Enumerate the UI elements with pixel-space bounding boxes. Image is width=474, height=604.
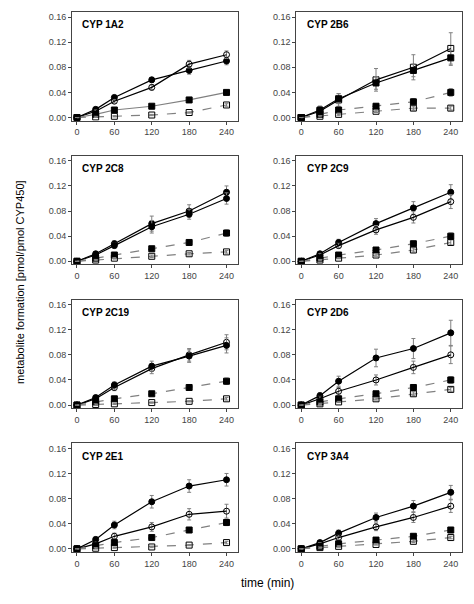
svg-text:60: 60 [334, 127, 344, 137]
svg-text:0.00: 0.00 [49, 256, 67, 266]
svg-text:0.04: 0.04 [273, 231, 291, 241]
svg-text:240: 240 [219, 127, 234, 137]
svg-text:0.16: 0.16 [273, 156, 291, 166]
svg-text:120: 120 [144, 559, 159, 569]
svg-text:0.00: 0.00 [49, 113, 67, 123]
svg-text:0: 0 [299, 127, 304, 137]
svg-text:180: 180 [406, 127, 421, 137]
svg-text:CYP 2C9: CYP 2C9 [307, 163, 349, 174]
svg-text:0: 0 [74, 559, 79, 569]
svg-text:0: 0 [74, 415, 79, 425]
svg-text:60: 60 [109, 559, 119, 569]
svg-text:240: 240 [443, 271, 458, 281]
svg-text:0.16: 0.16 [49, 156, 67, 166]
svg-text:120: 120 [368, 559, 383, 569]
svg-text:180: 180 [182, 559, 197, 569]
svg-text:120: 120 [368, 415, 383, 425]
svg-text:0.00: 0.00 [49, 400, 67, 410]
svg-text:0.04: 0.04 [49, 88, 67, 98]
svg-text:0: 0 [299, 271, 304, 281]
svg-text:CYP 3A4: CYP 3A4 [307, 451, 349, 462]
svg-text:60: 60 [334, 559, 344, 569]
svg-text:0.12: 0.12 [273, 469, 291, 479]
svg-text:180: 180 [182, 415, 197, 425]
svg-text:240: 240 [443, 559, 458, 569]
svg-text:120: 120 [144, 127, 159, 137]
svg-text:0.16: 0.16 [49, 12, 67, 22]
svg-text:180: 180 [182, 271, 197, 281]
svg-text:0.12: 0.12 [49, 37, 67, 47]
svg-text:0.12: 0.12 [49, 181, 67, 191]
svg-text:0.16: 0.16 [49, 300, 67, 310]
svg-text:0.16: 0.16 [273, 12, 291, 22]
svg-text:0.00: 0.00 [273, 256, 291, 266]
svg-text:0.12: 0.12 [273, 37, 291, 47]
svg-text:0: 0 [299, 415, 304, 425]
svg-text:60: 60 [109, 271, 119, 281]
svg-text:240: 240 [219, 559, 234, 569]
svg-text:180: 180 [182, 127, 197, 137]
svg-text:240: 240 [443, 127, 458, 137]
svg-text:240: 240 [219, 415, 234, 425]
svg-text:0: 0 [74, 127, 79, 137]
svg-text:0.00: 0.00 [49, 544, 67, 554]
svg-text:60: 60 [109, 127, 119, 137]
svg-text:0.08: 0.08 [273, 350, 291, 360]
svg-text:0.08: 0.08 [49, 206, 67, 216]
svg-text:0.08: 0.08 [49, 494, 67, 504]
svg-text:0.00: 0.00 [273, 113, 291, 123]
svg-text:180: 180 [406, 559, 421, 569]
svg-text:0.08: 0.08 [273, 206, 291, 216]
svg-text:0.08: 0.08 [273, 62, 291, 72]
svg-text:CYP 2C8: CYP 2C8 [82, 163, 124, 174]
svg-text:120: 120 [368, 127, 383, 137]
svg-text:0.12: 0.12 [273, 181, 291, 191]
svg-text:time (min): time (min) [241, 576, 294, 590]
svg-text:0.04: 0.04 [273, 519, 291, 529]
svg-text:0.08: 0.08 [49, 62, 67, 72]
svg-text:120: 120 [144, 271, 159, 281]
svg-text:120: 120 [144, 415, 159, 425]
svg-text:0.16: 0.16 [49, 444, 67, 454]
svg-text:metabolite formation [pmol/pmo: metabolite formation [pmol/pmol CYP450] [14, 180, 26, 384]
svg-text:0: 0 [74, 271, 79, 281]
svg-text:CYP 1A2: CYP 1A2 [82, 19, 124, 30]
svg-text:120: 120 [368, 271, 383, 281]
svg-text:60: 60 [109, 415, 119, 425]
svg-text:CYP 2B6: CYP 2B6 [307, 19, 349, 30]
svg-text:0.16: 0.16 [273, 300, 291, 310]
svg-text:0: 0 [299, 559, 304, 569]
svg-text:0.04: 0.04 [273, 88, 291, 98]
svg-text:0.12: 0.12 [49, 469, 67, 479]
svg-text:60: 60 [334, 415, 344, 425]
svg-text:0.00: 0.00 [273, 400, 291, 410]
svg-text:0.16: 0.16 [273, 444, 291, 454]
svg-text:180: 180 [406, 415, 421, 425]
svg-text:0.00: 0.00 [273, 544, 291, 554]
svg-text:CYP 2E1: CYP 2E1 [82, 451, 123, 462]
svg-text:0.12: 0.12 [49, 325, 67, 335]
svg-text:0.08: 0.08 [273, 494, 291, 504]
svg-text:240: 240 [443, 415, 458, 425]
svg-text:60: 60 [334, 271, 344, 281]
svg-text:0.04: 0.04 [49, 375, 67, 385]
svg-text:0.12: 0.12 [273, 325, 291, 335]
svg-text:0.04: 0.04 [49, 519, 67, 529]
svg-text:CYP 2C19: CYP 2C19 [82, 307, 130, 318]
svg-text:0.04: 0.04 [273, 375, 291, 385]
svg-text:0.04: 0.04 [49, 231, 67, 241]
svg-text:0.08: 0.08 [49, 350, 67, 360]
svg-text:180: 180 [406, 271, 421, 281]
svg-text:CYP 2D6: CYP 2D6 [307, 307, 349, 318]
svg-text:240: 240 [219, 271, 234, 281]
